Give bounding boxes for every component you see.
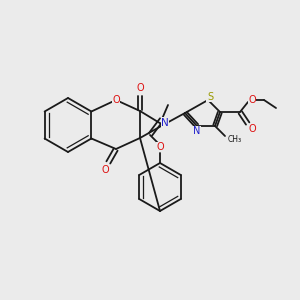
Text: S: S xyxy=(207,92,213,102)
Text: O: O xyxy=(136,83,144,93)
Text: CH₃: CH₃ xyxy=(228,134,242,143)
Text: O: O xyxy=(248,124,256,134)
Text: O: O xyxy=(156,142,164,152)
Text: O: O xyxy=(248,95,256,105)
Text: N: N xyxy=(193,126,201,136)
Text: O: O xyxy=(112,95,120,105)
Text: N: N xyxy=(161,118,169,128)
Text: O: O xyxy=(101,165,109,175)
